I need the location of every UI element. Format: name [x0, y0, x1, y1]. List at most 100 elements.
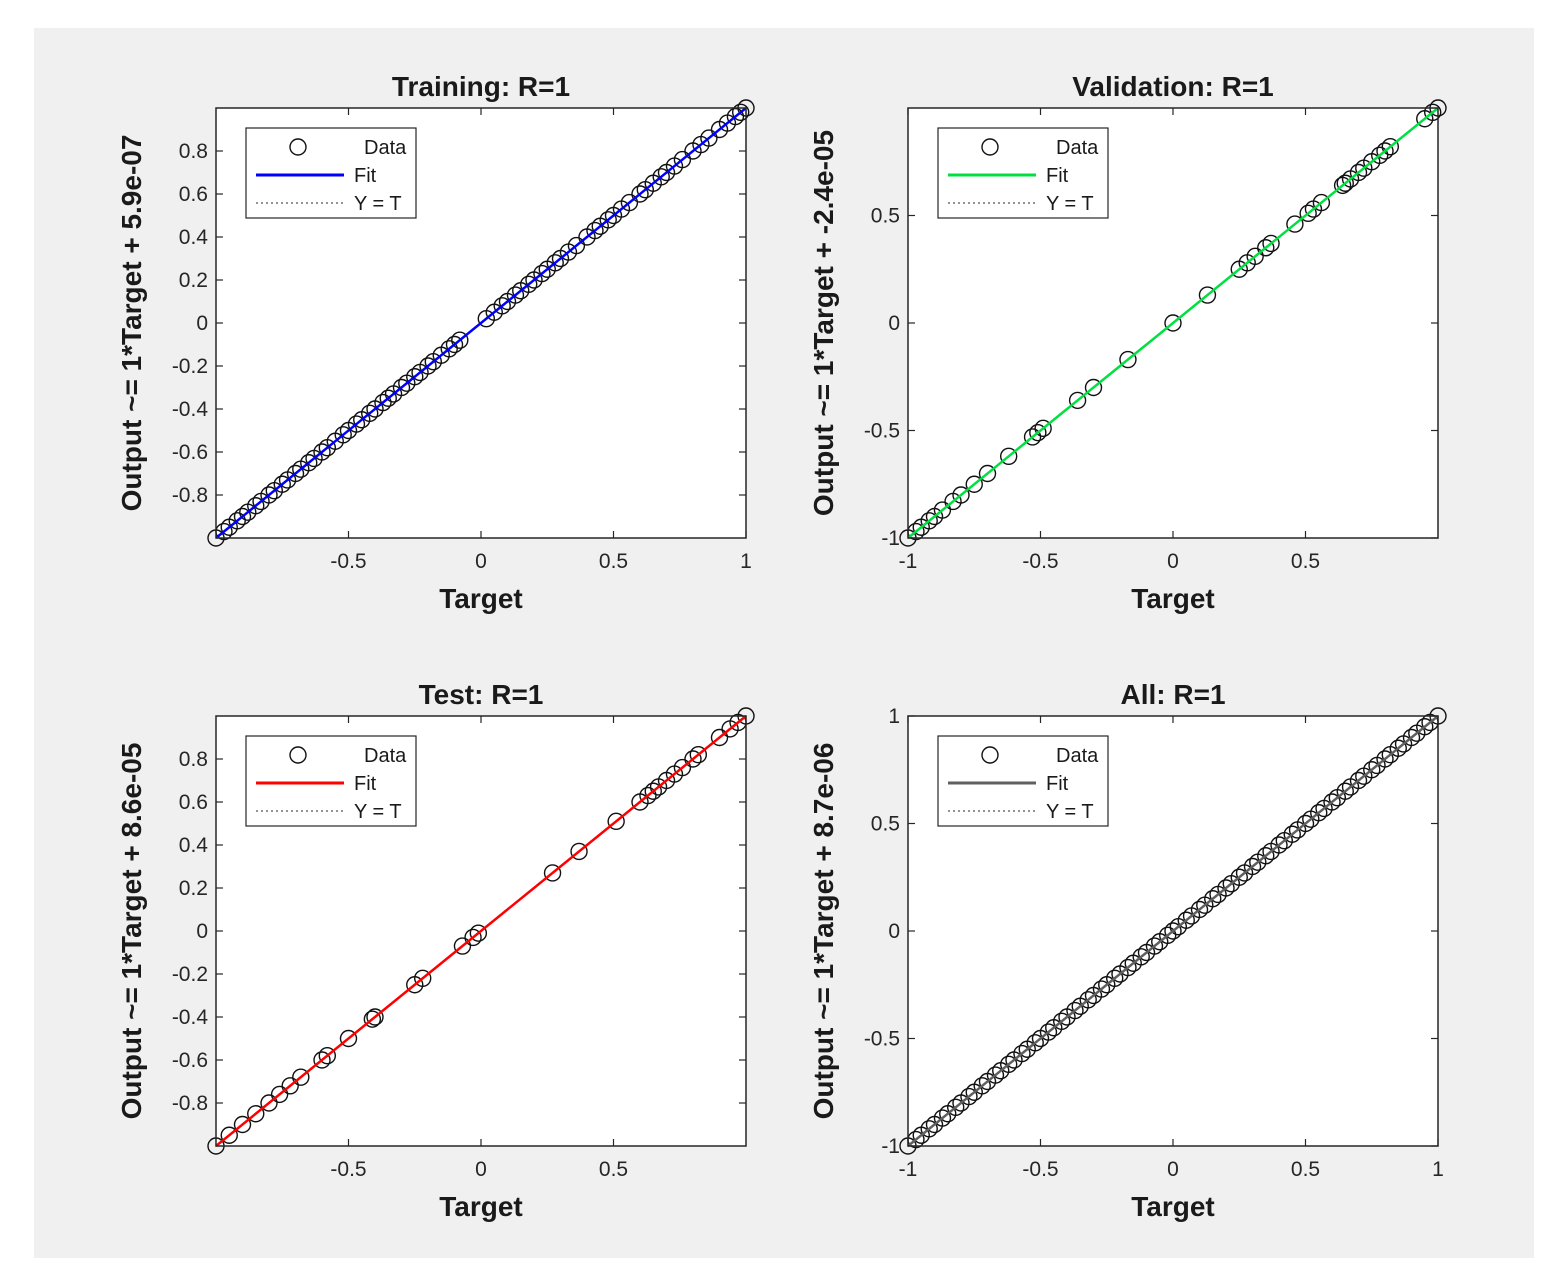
data-point: [567, 236, 586, 255]
data-point: [1323, 793, 1341, 811]
data-point: [533, 264, 551, 283]
data-point: [1336, 174, 1354, 192]
data-point: [281, 1077, 299, 1095]
y-tick-label: -1: [881, 1135, 900, 1158]
data-markers: [899, 707, 1447, 1155]
plot-panel-4: -1 -0.5 0 0.5 1 -1 -0.5 0 0.5 1 All: R=1 Target Outp…: [808, 679, 1447, 1222]
data-point: [1230, 868, 1248, 886]
data-point: [374, 393, 392, 412]
legend-label: Fit: [354, 165, 377, 187]
legend-label: Data: [364, 137, 407, 159]
legend-data-marker: [981, 746, 999, 764]
data-point: [1363, 761, 1381, 779]
x-tick-label: 0.5: [1291, 550, 1320, 573]
data-point: [1370, 146, 1389, 165]
legend-label: Fit: [1046, 165, 1069, 187]
data-point: [1013, 1044, 1031, 1063]
data-point: [361, 404, 379, 422]
data-point: [920, 512, 938, 530]
plot-panel-2: -1 -0.5 0 0.5 -1 -0.5 0 0.5 Validation: R=1 Targe…: [808, 71, 1447, 614]
data-point: [1283, 825, 1301, 843]
data-point: [652, 168, 670, 186]
x-axis-label: Target: [1131, 1191, 1215, 1222]
data-point: [220, 1126, 238, 1144]
data-markers: [207, 99, 755, 547]
x-tick-label: -1: [899, 550, 918, 573]
x-tick-label: 0: [475, 1158, 487, 1181]
y-tick-label: -0.6: [172, 1049, 208, 1072]
data-point: [1204, 890, 1222, 908]
data-point: [986, 1066, 1005, 1084]
data-point: [1000, 447, 1018, 465]
data-point: [339, 1029, 358, 1048]
data-point: [1023, 428, 1042, 446]
x-tick-label: 1: [1432, 1158, 1444, 1181]
fit-line: [215, 107, 747, 539]
data-point: [933, 501, 952, 519]
y-tick-label: -0.4: [172, 398, 209, 421]
data-point: [1389, 739, 1407, 757]
data-point: [1039, 1023, 1058, 1041]
y-tick-label: 1: [888, 705, 900, 728]
legend-label: Y = T: [354, 193, 402, 215]
fit-line: [907, 107, 1439, 539]
data-point: [247, 497, 265, 515]
x-tick-label: -0.5: [330, 550, 366, 573]
data-point: [260, 1094, 278, 1112]
data-point: [1105, 969, 1124, 987]
data-point: [1246, 247, 1264, 266]
y-tick-label: 0: [196, 920, 208, 943]
data-point: [406, 368, 424, 386]
data-point: [1177, 911, 1195, 929]
data-point: [1381, 137, 1400, 156]
data-point: [228, 512, 246, 530]
data-point: [1034, 419, 1052, 438]
data-point: [1158, 926, 1177, 944]
data-point: [673, 758, 692, 777]
data-point: [233, 507, 252, 526]
legend-label: Fit: [354, 773, 377, 795]
x-tick-label: 0.5: [1291, 1158, 1320, 1181]
legend-label: Data: [1056, 137, 1099, 159]
fit-line: [907, 715, 1439, 1147]
data-point: [469, 924, 488, 942]
plot-title: Training: R=1: [392, 71, 570, 102]
data-point: [1068, 391, 1087, 410]
data-point: [1257, 847, 1275, 865]
data-point: [313, 443, 331, 461]
y-axis-label: Output ~= 1*Target + 8.7e-06: [808, 743, 839, 1120]
data-point: [607, 812, 625, 831]
data-point: [1000, 1055, 1018, 1074]
data-point: [1119, 958, 1137, 977]
data-point: [292, 1068, 310, 1086]
y-tick-label: -0.8: [172, 1092, 208, 1115]
data-point: [260, 486, 278, 504]
data-point: [546, 254, 564, 272]
legend-label: Y = T: [1046, 801, 1094, 823]
y-axis-label: Output ~= 1*Target + 8.6e-05: [116, 743, 147, 1120]
y-tick-label: 0.4: [179, 226, 209, 249]
data-point: [1299, 204, 1317, 223]
x-tick-label: 0: [1167, 1158, 1179, 1181]
data-point: [1270, 836, 1288, 854]
y-axis-label: Output ~= 1*Target + 5.9e-07: [116, 135, 147, 512]
data-point: [1402, 728, 1421, 747]
data-point: [1084, 378, 1103, 397]
data-point: [920, 1120, 938, 1138]
data-point: [451, 331, 469, 349]
data-point: [1217, 879, 1235, 897]
data-point: [273, 475, 291, 493]
x-tick-label: 0.5: [599, 1158, 628, 1181]
data-point: [347, 415, 366, 433]
data-point: [464, 928, 482, 947]
y-tick-label: 0: [888, 312, 900, 335]
data-point: [1164, 922, 1182, 940]
data-point: [1336, 782, 1354, 800]
data-point: [700, 129, 718, 147]
y-tick-label: -1: [881, 527, 900, 550]
data-point: [1296, 814, 1315, 833]
data-point: [1349, 771, 1368, 790]
data-point: [586, 221, 604, 240]
data-point: [732, 103, 750, 122]
data-point: [1052, 1012, 1071, 1030]
